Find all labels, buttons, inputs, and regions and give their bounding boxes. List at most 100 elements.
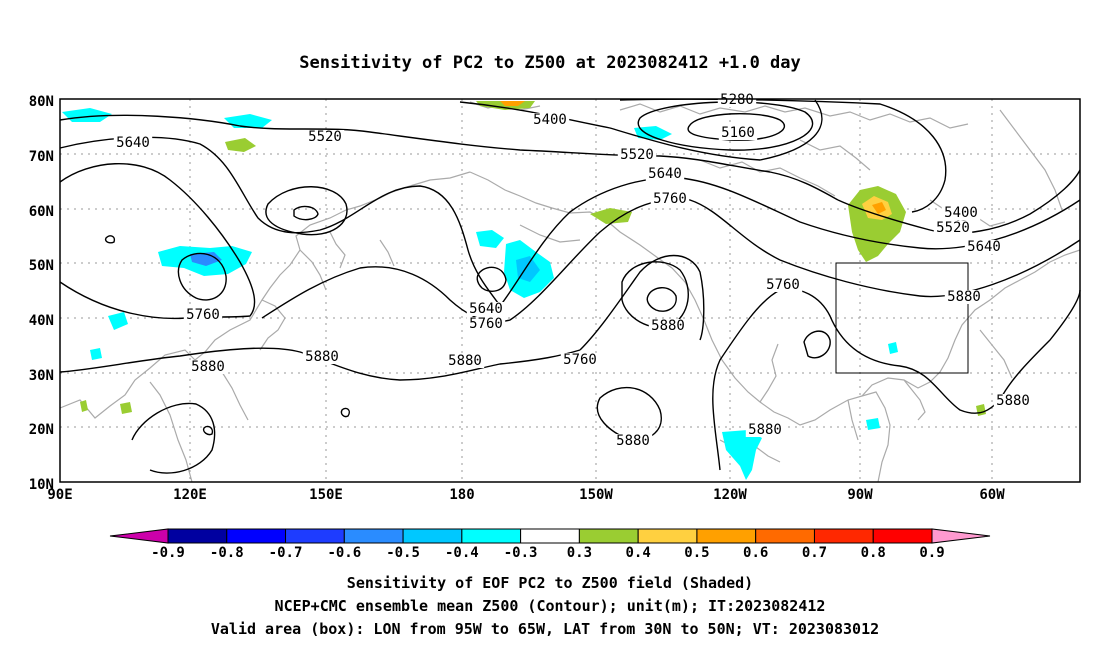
longitude-labels: 90E 120E 150E 180 150W 120W 90W 60W: [47, 487, 1005, 503]
colorbar-tick-label: -0.5: [386, 545, 420, 561]
contour-label: 5880: [616, 433, 650, 449]
contour-label-background: [944, 290, 984, 304]
lat-label: 30N: [29, 368, 54, 384]
contour-labels: 5280516054005520564055205640576054005520…: [113, 92, 1033, 449]
contour-low-siberia-inner: [293, 205, 319, 221]
contour-5760-west: [59, 163, 256, 319]
contour-label-background: [302, 350, 342, 364]
contour-5880-tropical: [596, 386, 662, 441]
shade-negative-west-pacific-core: [190, 252, 222, 266]
shade-negative-pacific-north: [476, 230, 504, 248]
lat-label: 20N: [29, 422, 54, 438]
shade-negative-beaufort: [634, 126, 672, 140]
colorbar-tick-label: -0.9: [151, 545, 185, 561]
lon-label: 90E: [47, 487, 72, 503]
shade-positive-arctic-core: [500, 101, 525, 106]
colorbar-tick-label: -0.4: [445, 545, 479, 561]
shade-negative-philippines: [90, 348, 102, 360]
contour-label: 5880: [651, 318, 685, 334]
lat-label: 40N: [29, 313, 54, 329]
colorbar-segment: [461, 528, 522, 544]
contour-label-background: [113, 136, 153, 150]
lon-label: 60W: [979, 487, 1005, 503]
lat-label: 60N: [29, 204, 54, 220]
shade-positive-gulf-alaska: [590, 208, 632, 224]
lon-label: 180: [449, 487, 474, 503]
contour-label-background: [188, 360, 228, 374]
colorbar-segment: [226, 528, 287, 544]
shade-negative-gulf: [866, 418, 880, 430]
contour-5400-north: [459, 99, 823, 161]
contour-label: 5640: [967, 239, 1001, 255]
lon-label: 150E: [309, 487, 343, 503]
contour-label-background: [183, 308, 223, 322]
colorbar-tick-label: 0.8: [861, 545, 886, 561]
contour-label-background: [964, 240, 1004, 254]
contour-label: 5880: [305, 349, 339, 365]
contour-label-background: [466, 302, 506, 316]
contour-low-siberia: [265, 186, 348, 236]
lat-label: 50N: [29, 258, 54, 274]
contour-5880-east-lobe: [999, 289, 1081, 401]
contour-label: 5760: [653, 191, 687, 207]
colorbar-tick-label: 0.5: [684, 545, 709, 561]
contour-label-background: [648, 319, 688, 333]
colorbar-segment: [637, 528, 698, 544]
colorbar-segment: [343, 528, 404, 544]
shade-positive-core-inner: [872, 202, 886, 214]
contour-label: 5880: [947, 289, 981, 305]
colorbar-tick-label: 0.7: [802, 545, 827, 561]
sensitivity-shading: [62, 101, 986, 480]
shade-positive-tropical-c: [80, 400, 88, 412]
colorbar-segment: [167, 528, 228, 544]
contour-small-b: [340, 407, 351, 418]
contour-small-c: [202, 425, 214, 436]
map-frame: [59, 98, 1081, 483]
figure-title: Sensitivity of PC2 to Z500 at 2023082412…: [299, 53, 801, 73]
contour-label: 5160: [721, 125, 755, 141]
footer-line-1: Sensitivity of EOF PC2 to Z500 field (Sh…: [347, 574, 753, 592]
contour-label: 5520: [620, 147, 654, 163]
shade-negative-pacific-core: [516, 256, 540, 282]
lon-label: 120E: [173, 487, 207, 503]
shade-negative-east-us: [888, 342, 898, 354]
z500-contours: [59, 98, 1081, 474]
contour-label-background: [933, 221, 973, 235]
contour-5640-east: [499, 177, 1081, 307]
map-panel: 5280516054005520564055205640576054005520…: [59, 92, 1081, 483]
contour-small-a: [104, 235, 116, 244]
latitude-labels: 80N 70N 60N 50N 40N 30N 20N 10N: [29, 94, 54, 493]
contour-5880-south: [712, 288, 1001, 471]
contour-label: 5880: [191, 359, 225, 375]
lat-label: 70N: [29, 149, 54, 165]
valid-area-box: [835, 262, 969, 374]
colorbar: -0.9 -0.8 -0.7 -0.6 -0.5 -0.4 -0.3 0.3 0.4 0.5 0.6…: [109, 528, 991, 561]
contour-label-background: [993, 394, 1033, 408]
lat-label: 80N: [29, 94, 54, 110]
shade-positive-siberia: [225, 138, 256, 152]
colorbar-tick-label: -0.3: [504, 545, 538, 561]
contour-label: 5880: [448, 353, 482, 369]
colorbar-segment: [755, 528, 815, 544]
shade-negative-west-coast: [108, 312, 128, 330]
shade-negative-arctic-siberia: [224, 114, 272, 128]
colorbar-segment: [813, 528, 874, 544]
contour-high-us: [803, 330, 831, 359]
contour-label-background: [650, 192, 690, 206]
contour-label: 5400: [944, 205, 978, 221]
contour-label: 5640: [469, 301, 503, 317]
colorbar-low-extend: [109, 528, 169, 544]
lat-label: 10N: [29, 477, 54, 493]
shade-positive-tropical-a: [120, 402, 132, 414]
colorbar-segment: [285, 528, 345, 544]
lon-label: 120W: [713, 487, 747, 503]
colorbar-segment: [872, 528, 933, 544]
contour-label-background: [560, 353, 600, 367]
contour-label: 5280: [720, 92, 754, 108]
colorbar-segment: [520, 528, 580, 544]
colorbar-tick-label: 0.4: [626, 545, 651, 561]
contour-5880-closed: [579, 254, 705, 351]
contour-label-background: [445, 354, 485, 368]
contour-5160: [687, 112, 786, 141]
contour-5640-west: [59, 136, 501, 307]
